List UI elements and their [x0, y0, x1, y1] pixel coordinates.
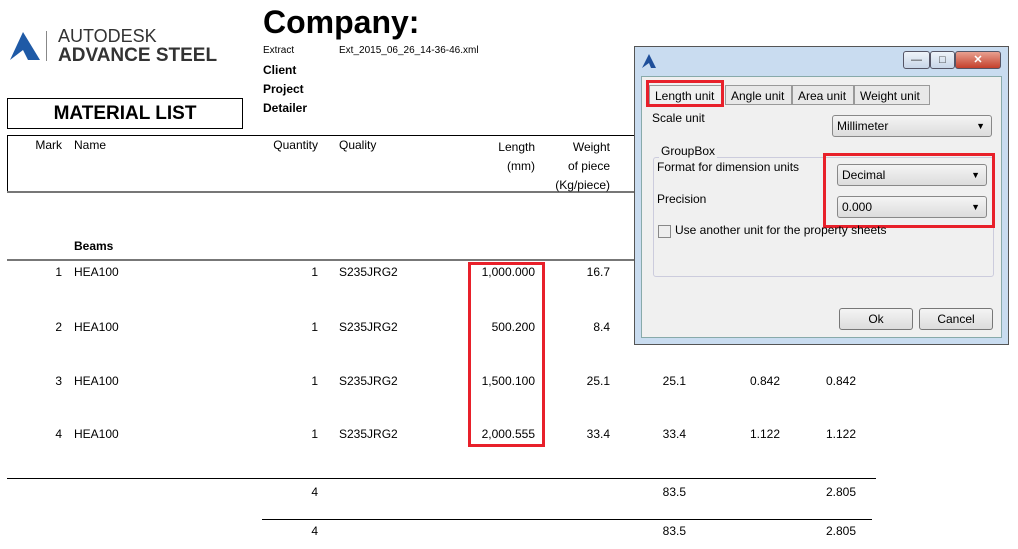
col-quantity: Quantity	[273, 138, 318, 152]
cell-c9: 1.122	[825, 427, 856, 441]
cell-length: 1,500.100	[481, 374, 535, 388]
units-dialog: — □ ✕ Length unit Angle unit Area unit W…	[634, 46, 1009, 345]
cell-c7: 33.4	[662, 427, 686, 441]
format-value: Decimal	[842, 168, 886, 182]
chevron-down-icon: ▼	[971, 170, 980, 180]
logo-text-2: ADVANCE STEEL	[58, 45, 218, 66]
col-weight: Weight of piece (Kg/piece)	[540, 138, 610, 195]
format-select[interactable]: Decimal ▼	[837, 164, 987, 186]
cell-quantity: 1	[311, 265, 318, 279]
cell-quantity: 1	[311, 427, 318, 441]
col-length: Length (mm)	[455, 138, 535, 176]
ok-button[interactable]: Ok	[839, 308, 913, 330]
client-label: Client	[263, 63, 297, 77]
col-weight-3: (Kg/piece)	[555, 178, 610, 192]
subtotal-weight: 83.5	[662, 485, 686, 499]
chevron-down-icon: ▼	[971, 202, 980, 212]
company-title: Company:	[263, 4, 420, 40]
cell-quality: S235JRG2	[339, 374, 398, 388]
group-beams: Beams	[74, 239, 114, 253]
app-icon	[642, 54, 656, 68]
cell-name: HEA100	[74, 427, 119, 441]
autodesk-logo-icon	[10, 32, 40, 60]
total-quantity: 4	[311, 524, 318, 538]
cell-c7: 25.1	[662, 374, 686, 388]
chevron-down-icon: ▼	[976, 121, 985, 131]
maximize-button[interactable]: □	[930, 51, 955, 69]
subtotal-area: 2.805	[825, 485, 856, 499]
cell-quantity: 1	[311, 374, 318, 388]
close-button[interactable]: ✕	[955, 51, 1001, 69]
project-label: Project	[263, 82, 304, 96]
cell-weight: 25.1	[586, 374, 610, 388]
cell-mark: 1	[55, 265, 62, 279]
cell-c9: 0.842	[825, 374, 856, 388]
logo-text-1: AUTODESK	[58, 26, 157, 46]
tab-length-unit[interactable]: Length unit	[649, 85, 723, 105]
cell-quantity: 1	[311, 320, 318, 334]
cell-length: 1,000.000	[481, 265, 535, 279]
precision-value: 0.000	[842, 200, 873, 214]
cell-mark: 2	[55, 320, 62, 334]
cell-name: HEA100	[74, 265, 119, 279]
property-sheets-label: Use another unit for the property sheets	[675, 223, 887, 237]
cell-length: 500.200	[491, 320, 535, 334]
cell-c8: 0.842	[749, 374, 780, 388]
cell-weight: 16.7	[586, 265, 610, 279]
scale-unit-select[interactable]: Millimeter ▼	[832, 115, 992, 137]
extract-label: Extract	[263, 45, 295, 56]
col-weight-1: Weight	[572, 140, 610, 154]
cancel-button[interactable]: Cancel	[919, 308, 993, 330]
groupbox-label: GroupBox	[659, 144, 718, 159]
cell-quality: S235JRG2	[339, 265, 398, 279]
subtotal-quantity: 4	[311, 485, 318, 499]
tab-angle-unit[interactable]: Angle unit	[725, 85, 792, 105]
property-sheets-checkbox[interactable]	[658, 225, 671, 238]
total-weight: 83.5	[662, 524, 686, 538]
cell-name: HEA100	[74, 320, 119, 334]
tab-area-unit[interactable]: Area unit	[792, 85, 854, 105]
cell-quality: S235JRG2	[339, 427, 398, 441]
col-quality: Quality	[339, 138, 377, 152]
col-mark: Mark	[35, 138, 62, 152]
total-area: 2.805	[825, 524, 856, 538]
format-label: Format for dimension units	[657, 160, 800, 174]
cell-c8: 1.122	[749, 427, 780, 441]
precision-select[interactable]: 0.000 ▼	[837, 196, 987, 218]
cell-weight: 33.4	[586, 427, 610, 441]
cell-quality: S235JRG2	[339, 320, 398, 334]
cell-mark: 3	[55, 374, 62, 388]
precision-label: Precision	[657, 192, 707, 206]
tab-highlight	[646, 80, 724, 107]
extract-value: Ext_2015_06_26_14-36-46.xml	[339, 45, 479, 56]
cell-weight: 8.4	[593, 320, 610, 334]
cell-name: HEA100	[74, 374, 119, 388]
length-highlight	[468, 262, 545, 447]
cell-mark: 4	[55, 427, 62, 441]
scale-unit-label: Scale unit	[652, 111, 705, 125]
col-name: Name	[74, 138, 107, 152]
tab-weight-unit[interactable]: Weight unit	[854, 85, 930, 105]
col-length-2: (mm)	[507, 159, 535, 173]
scale-unit-value: Millimeter	[837, 119, 889, 133]
col-weight-2: of piece	[567, 159, 610, 173]
col-length-1: Length	[498, 140, 535, 154]
format-highlight	[823, 153, 995, 228]
detailer-label: Detailer	[263, 101, 308, 115]
cell-length: 2,000.555	[481, 427, 535, 441]
material-list-title: MATERIAL LIST	[7, 98, 243, 129]
minimize-button[interactable]: —	[903, 51, 930, 69]
